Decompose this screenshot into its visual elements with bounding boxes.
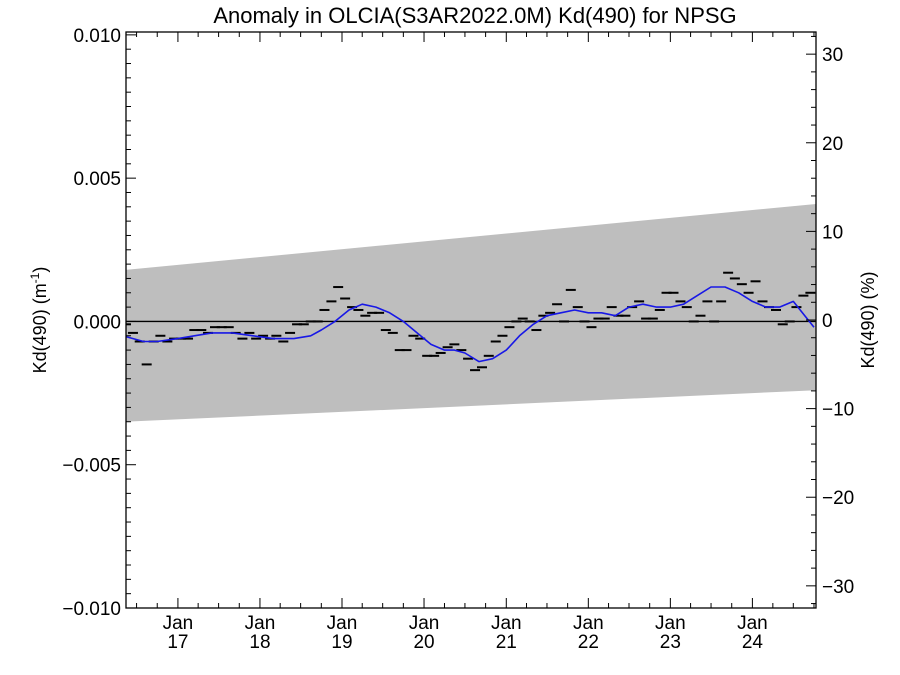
- x-tick-year-label: 19: [331, 632, 352, 653]
- left-tick-label: 0.010: [73, 26, 121, 47]
- right-tick-label: −30: [822, 577, 854, 598]
- axes: 0.010 0.005 0.000 −0.005 −0.010 30 20 10 0 −10 −20…: [62, 26, 854, 653]
- x-tick-month-label: Jan: [163, 613, 194, 634]
- x-tick-month-label: Jan: [737, 613, 768, 634]
- right-tick-label: −20: [822, 488, 854, 509]
- x-tick-month-label: Jan: [573, 613, 604, 634]
- x-tick-year-label: 17: [167, 632, 188, 653]
- right-tick-label: 0: [822, 311, 833, 332]
- right-tick-label: 30: [822, 45, 843, 66]
- x-tick-month-label: Jan: [245, 613, 276, 634]
- x-tick-month-label: Jan: [327, 613, 358, 634]
- x-tick-year-label: 21: [496, 632, 517, 653]
- left-tick-label: −0.010: [62, 599, 121, 620]
- x-tick-year-label: 24: [742, 632, 764, 653]
- left-tick-label: 0.000: [73, 312, 121, 333]
- x-tick-year-label: 23: [660, 632, 681, 653]
- x-tick-month-label: Jan: [655, 613, 686, 634]
- axis-labels: Anomaly in OLCIA(S3AR2022.0M) Kd(490) fo…: [28, 3, 878, 373]
- left-tick-label: −0.005: [62, 456, 121, 477]
- left-tick-label: 0.005: [73, 169, 121, 190]
- right-tick-label: −10: [822, 400, 854, 421]
- right-tick-label: 10: [822, 222, 843, 243]
- x-tick-year-label: 18: [249, 632, 270, 653]
- left-axis-title: Kd(490) (m-1): [28, 267, 50, 374]
- chart-title: Anomaly in OLCIA(S3AR2022.0M) Kd(490) fo…: [213, 3, 736, 28]
- right-axis-title: Kd(490) (%): [858, 271, 878, 368]
- x-tick-year-label: 20: [413, 632, 434, 653]
- plot-area: [126, 203, 816, 422]
- uncertainty-band: [126, 203, 816, 422]
- right-tick-label: 20: [822, 134, 843, 155]
- x-tick-year-label: 22: [578, 632, 599, 653]
- x-tick-month-label: Jan: [491, 613, 522, 634]
- smoothed-anomaly-line: [126, 286, 815, 363]
- x-tick-month-label: Jan: [409, 613, 440, 634]
